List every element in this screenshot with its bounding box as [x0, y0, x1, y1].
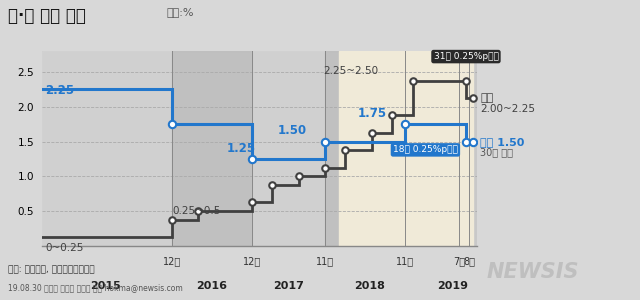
Text: 2016: 2016 — [196, 281, 227, 291]
Text: 8월: 8월 — [463, 256, 475, 266]
Text: 2.00~2.25: 2.00~2.25 — [480, 104, 535, 115]
Text: 2.25: 2.25 — [45, 84, 75, 97]
Text: 1.75: 1.75 — [358, 107, 387, 120]
Text: 0.25~0.5: 0.25~0.5 — [173, 206, 221, 216]
Bar — [42, 51, 477, 246]
Text: 19.08.30 뉴시스 그래픽 안지혜 기자 hokma@newsis.com: 19.08.30 뉴시스 그래픽 안지혜 기자 hokma@newsis.com — [8, 284, 183, 292]
Text: 11월: 11월 — [396, 256, 414, 266]
Point — [320, 165, 330, 170]
Point — [400, 122, 410, 127]
Text: 18일 0.25%p인하: 18일 0.25%p인하 — [393, 146, 458, 154]
Point — [293, 174, 303, 179]
Point — [460, 139, 470, 144]
Point — [247, 200, 257, 205]
Text: 2018: 2018 — [354, 281, 385, 291]
Text: 30일 동결: 30일 동결 — [480, 147, 513, 157]
Point — [367, 130, 378, 135]
Text: 0~0.25: 0~0.25 — [45, 243, 84, 253]
Text: 1.50: 1.50 — [278, 124, 307, 137]
Text: 한·미 금리 격차: 한·미 금리 격차 — [8, 8, 86, 26]
Text: 한국 1.50: 한국 1.50 — [480, 136, 524, 146]
Text: 2.25~2.50: 2.25~2.50 — [324, 66, 379, 76]
Text: 자료: 한국은행, 미국연방준비제도: 자료: 한국은행, 미국연방준비제도 — [8, 266, 95, 274]
Point — [166, 218, 177, 222]
Text: 1.25: 1.25 — [227, 142, 255, 155]
Point — [387, 113, 397, 118]
Text: 단위:%: 단위:% — [166, 8, 194, 17]
Point — [193, 209, 204, 214]
Text: 2017: 2017 — [273, 281, 305, 291]
Text: NEWSIS: NEWSIS — [486, 262, 579, 282]
Point — [468, 96, 478, 100]
Bar — [405, 51, 459, 246]
Bar — [172, 51, 252, 246]
Point — [166, 122, 177, 127]
Text: 2015: 2015 — [90, 281, 121, 291]
Bar — [252, 51, 325, 246]
Bar — [325, 51, 405, 246]
Point — [460, 78, 470, 83]
Text: 31일 0.25%p인하: 31일 0.25%p인하 — [433, 52, 499, 61]
Point — [408, 78, 418, 83]
Text: 미국: 미국 — [480, 93, 493, 103]
Text: 11월: 11월 — [316, 256, 334, 266]
Bar — [42, 51, 172, 246]
Point — [267, 183, 277, 188]
Bar — [339, 51, 473, 246]
Text: 2019: 2019 — [437, 281, 468, 291]
Text: 12월: 12월 — [163, 256, 181, 266]
Point — [247, 157, 257, 161]
Text: 12월: 12월 — [243, 256, 261, 266]
Point — [320, 139, 330, 144]
Point — [468, 139, 478, 144]
Text: 7월: 7월 — [453, 256, 465, 266]
Point — [340, 148, 350, 153]
